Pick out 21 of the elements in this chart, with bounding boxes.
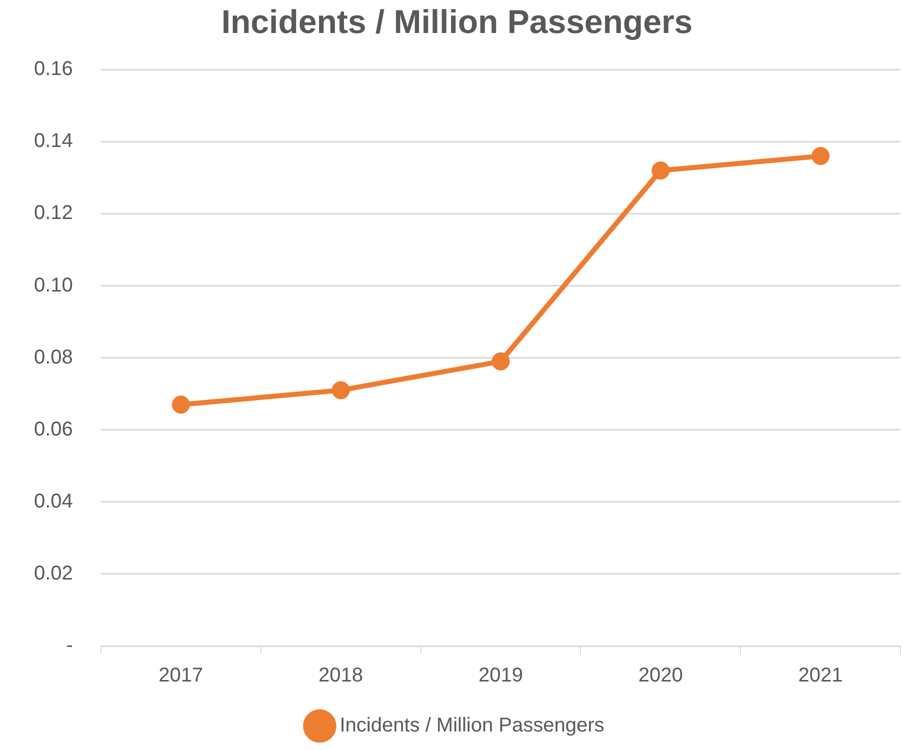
point xyxy=(652,161,670,180)
y-tick-label: 0.14 xyxy=(34,130,73,152)
legend-label: Incidents / Million Passengers xyxy=(340,714,604,737)
y-tick-label: - xyxy=(66,634,73,657)
x-tick-label: 2019 xyxy=(478,664,523,687)
point xyxy=(492,352,510,370)
x-tick-label: 2017 xyxy=(158,664,204,687)
y-tick-label: 0.04 xyxy=(34,490,73,512)
y-tick-label: 0.12 xyxy=(34,202,73,224)
y-tick-label: 0.16 xyxy=(34,58,73,80)
point xyxy=(812,147,830,166)
point xyxy=(332,381,350,400)
x-tick-label: 2018 xyxy=(318,664,364,687)
y-tick-label: 0.06 xyxy=(34,418,73,440)
y-tick-label: 0.02 xyxy=(34,562,73,584)
x-tick-label: 2021 xyxy=(798,664,843,687)
y-tick-label: 0.10 xyxy=(34,274,73,296)
point xyxy=(172,396,190,414)
y-tick-label: 0.08 xyxy=(34,346,73,368)
x-tick-label: 2020 xyxy=(638,664,683,687)
chart-title: Incidents / Million Passengers xyxy=(221,2,693,40)
